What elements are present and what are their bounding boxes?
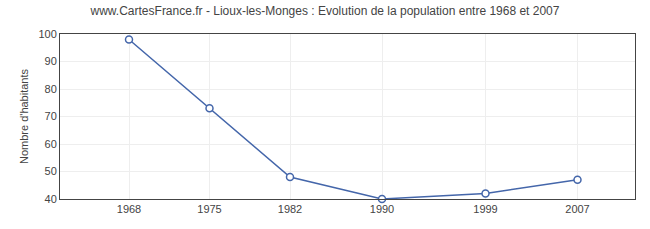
svg-text:100: 100 xyxy=(38,28,56,40)
svg-text:1968: 1968 xyxy=(117,203,141,215)
svg-text:1982: 1982 xyxy=(278,203,302,215)
svg-text:90: 90 xyxy=(45,55,57,67)
svg-text:1990: 1990 xyxy=(370,203,394,215)
svg-text:Nombre d'habitants: Nombre d'habitants xyxy=(18,68,30,164)
svg-text:www.CartesFrance.fr - Lioux-le: www.CartesFrance.fr - Lioux-les-Monges :… xyxy=(90,4,560,18)
svg-text:1999: 1999 xyxy=(473,203,497,215)
svg-text:40: 40 xyxy=(45,193,57,205)
svg-text:70: 70 xyxy=(45,110,57,122)
svg-text:50: 50 xyxy=(45,165,57,177)
svg-text:60: 60 xyxy=(45,138,57,150)
svg-text:80: 80 xyxy=(45,83,57,95)
svg-text:2007: 2007 xyxy=(565,203,589,215)
svg-text:1975: 1975 xyxy=(197,203,221,215)
